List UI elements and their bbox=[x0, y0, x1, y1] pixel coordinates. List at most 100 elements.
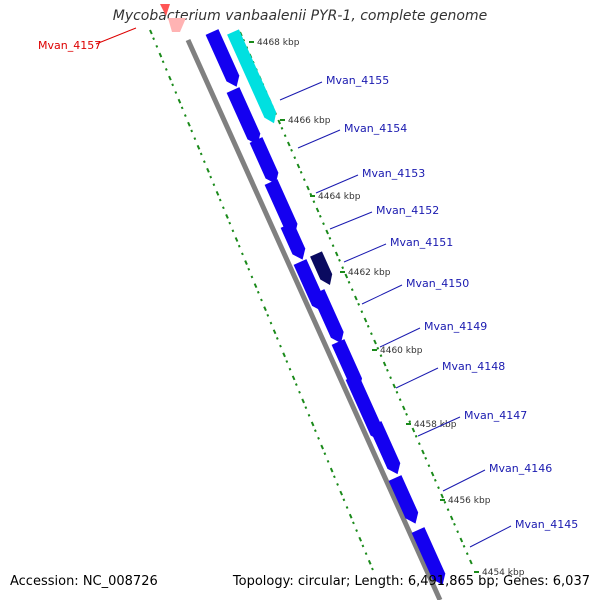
gc-dot bbox=[417, 442, 421, 446]
gc-dot bbox=[414, 434, 418, 438]
gc-dot bbox=[348, 513, 353, 519]
forward-gene-arrow[interactable] bbox=[368, 421, 401, 475]
forward-gene-arrow[interactable] bbox=[280, 222, 306, 260]
forward-gene-arrow[interactable] bbox=[345, 374, 384, 441]
label-leader-mvan-4145 bbox=[469, 525, 512, 548]
gc-dot bbox=[299, 170, 303, 174]
gc-dot bbox=[338, 258, 341, 262]
gc-dot bbox=[344, 273, 349, 279]
gene-label-mvan-4148[interactable]: Mvan_4148 bbox=[442, 360, 505, 373]
gc-dot bbox=[395, 390, 399, 394]
gc-dot bbox=[389, 376, 392, 380]
gc-dot bbox=[408, 420, 412, 424]
gc-dot bbox=[291, 375, 296, 381]
gc-dot bbox=[402, 405, 406, 411]
gene-label-mvan-4153[interactable]: Mvan_4153 bbox=[362, 167, 425, 180]
gc-dot bbox=[304, 406, 308, 410]
label-leader-mvan-4157 bbox=[95, 27, 137, 45]
gc-dot bbox=[350, 288, 354, 292]
gc-dot bbox=[379, 354, 383, 358]
gc-dot bbox=[307, 413, 311, 417]
gc-dot bbox=[237, 244, 241, 248]
gc-dot bbox=[323, 452, 327, 456]
forward-gene-arrow[interactable] bbox=[311, 289, 344, 344]
gc-dot bbox=[469, 559, 473, 565]
gene-arrow-mvan-4151[interactable] bbox=[310, 251, 333, 286]
gene-label-mvan-4150[interactable]: Mvan_4150 bbox=[406, 277, 469, 290]
label-leader-mvan-4151 bbox=[343, 243, 387, 263]
gc-dot bbox=[310, 421, 315, 427]
gc-dot bbox=[177, 98, 182, 104]
gc-dot bbox=[333, 475, 336, 479]
gene-arrow-mvan-4155[interactable] bbox=[227, 29, 277, 124]
gc-dot bbox=[244, 260, 248, 265]
gene-label-mvan-4145[interactable]: Mvan_4145 bbox=[515, 518, 578, 531]
gc-dot bbox=[373, 339, 377, 345]
gc-dot bbox=[364, 552, 368, 556]
gene-label-mvan-4149[interactable]: Mvan_4149 bbox=[424, 320, 487, 333]
gc-dot bbox=[285, 360, 289, 363]
forward-gene-arrow[interactable] bbox=[388, 475, 419, 524]
gc-dot bbox=[360, 310, 364, 314]
forward-gene-arrow[interactable] bbox=[264, 179, 298, 235]
label-leader-mvan-4150 bbox=[361, 284, 403, 305]
gc-dot bbox=[152, 37, 155, 41]
gc-dot bbox=[263, 306, 267, 312]
gc-dot bbox=[363, 317, 368, 323]
gc-dot bbox=[424, 456, 428, 460]
forward-gene-arrow[interactable] bbox=[249, 137, 279, 184]
gc-dot bbox=[280, 126, 284, 130]
gc-dot bbox=[222, 206, 225, 210]
gc-dot bbox=[334, 251, 339, 257]
gene-label-mvan-4146[interactable]: Mvan_4146 bbox=[489, 462, 552, 475]
gc-dot bbox=[196, 144, 201, 150]
gc-dot bbox=[411, 427, 416, 433]
gc-dot bbox=[312, 200, 316, 204]
gc-dot bbox=[209, 175, 213, 179]
map-title: Mycobacterium vanbaalenii PYR-1, complet… bbox=[112, 8, 488, 24]
gc-dot bbox=[320, 444, 324, 450]
gc-dot bbox=[234, 237, 239, 242]
gc-dot bbox=[193, 137, 197, 141]
gc-dot bbox=[352, 521, 355, 525]
kbp-tick-label: 4462 kbp bbox=[348, 268, 391, 278]
gc-dot bbox=[430, 471, 435, 477]
gene-label-mvan-4154[interactable]: Mvan_4154 bbox=[344, 122, 407, 135]
label-leader-mvan-4155 bbox=[279, 81, 323, 101]
forward-gene-arrow[interactable] bbox=[205, 29, 240, 87]
gc-dot bbox=[339, 490, 343, 496]
gene-arrow-mvan-4157[interactable] bbox=[168, 18, 186, 32]
gc-dot bbox=[212, 183, 216, 187]
gene-label-mvan-4152[interactable]: Mvan_4152 bbox=[376, 204, 439, 217]
gc-dot bbox=[443, 500, 447, 504]
gc-dot bbox=[453, 522, 456, 526]
gc-dot bbox=[171, 83, 175, 87]
kbp-tick-label: 4460 kbp bbox=[380, 346, 423, 356]
gene-label-mvan-4157[interactable]: Mvan_4157 bbox=[38, 39, 101, 52]
gc-dot bbox=[301, 398, 305, 404]
gc-dot bbox=[174, 91, 178, 94]
forward-gene-arrow[interactable] bbox=[226, 87, 261, 145]
gene-label-mvan-4147[interactable]: Mvan_4147 bbox=[464, 409, 527, 422]
gc-dot bbox=[218, 198, 222, 202]
gene-label-mvan-4151[interactable]: Mvan_4151 bbox=[390, 236, 453, 249]
gc-dot bbox=[328, 236, 332, 240]
gc-dot bbox=[282, 352, 286, 358]
gc-dot bbox=[277, 119, 282, 125]
gc-dot bbox=[318, 214, 322, 218]
topology-text: Topology: circular; Length: 6,491,865 bp… bbox=[232, 574, 590, 589]
gc-dot bbox=[357, 302, 361, 306]
forward-gene-arrow[interactable] bbox=[411, 527, 446, 585]
gc-dot bbox=[187, 121, 191, 127]
gc-dot bbox=[164, 68, 168, 71]
gc-dot bbox=[293, 156, 297, 160]
gc-dot bbox=[302, 178, 306, 182]
gc-dot bbox=[296, 163, 301, 169]
gc-dot bbox=[225, 214, 229, 219]
kbp-tick-label: 4468 kbp bbox=[257, 38, 300, 48]
gc-dot bbox=[269, 321, 273, 325]
gc-dot bbox=[366, 324, 370, 328]
gc-dot bbox=[331, 244, 335, 248]
gene-label-mvan-4155[interactable]: Mvan_4155 bbox=[326, 74, 389, 87]
